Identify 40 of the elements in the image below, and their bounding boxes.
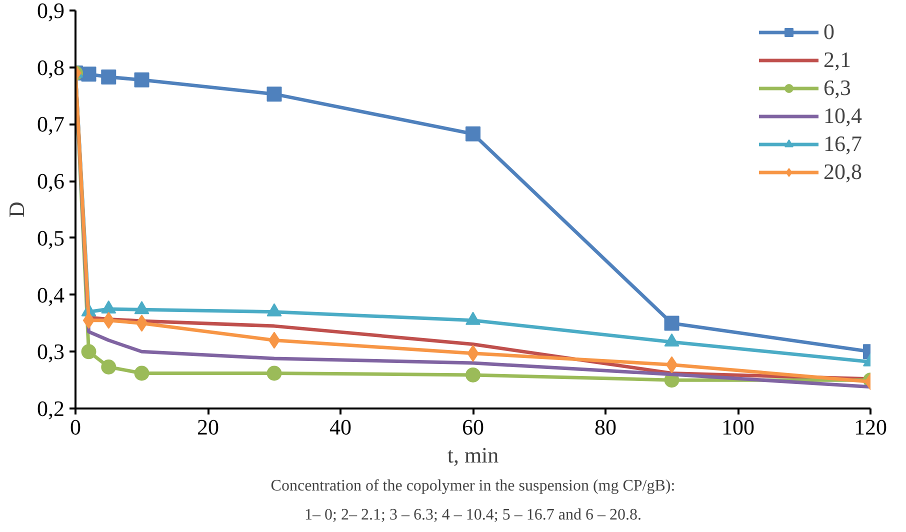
x-tick-label: 120 [854, 414, 887, 440]
legend-label: 6,3 [824, 74, 851, 102]
legend-label: 10,4 [824, 102, 862, 130]
point [466, 367, 480, 382]
point [101, 70, 116, 85]
point [136, 314, 148, 332]
legend-label: 0 [824, 18, 836, 46]
x-tick-label: 60 [462, 414, 484, 440]
x-tick-label: 20 [197, 414, 219, 440]
y-tick-label: 0,2 [37, 396, 64, 421]
y-tick-label: 0,7 [37, 112, 64, 137]
text: Concentration of the copolymer in the suspension (mg CP/gB): [270, 478, 676, 494]
point [101, 360, 116, 374]
point [664, 316, 680, 331]
y-tick-label: 0,8 [37, 54, 64, 80]
point [666, 356, 678, 374]
point [466, 126, 480, 142]
point [134, 72, 150, 88]
y-tick-label: 0,6 [37, 168, 64, 194]
legend-label: 2,1 [824, 46, 851, 74]
y-tick-label: 0,5 [37, 225, 64, 250]
text: 1– 0; 2– 2.1; 3 – 6.3; 4 – 10.4; 5 – 16.7 and 6 – 20.8. [304, 506, 642, 524]
point [82, 312, 95, 329]
x-tick-label: 100 [722, 414, 754, 440]
y-tick-label: 0,9 [37, 0, 64, 23]
point [266, 86, 282, 102]
point [134, 366, 150, 381]
point [81, 344, 96, 360]
point [266, 366, 282, 381]
x-tick-label: 40 [330, 414, 352, 440]
x-tick-label: 0 [70, 414, 81, 440]
y-axis-title: D [4, 202, 29, 218]
legend-label: 20,8 [824, 158, 862, 186]
y-tick-label: 0,4 [37, 282, 64, 308]
x-axis-title: t, min [447, 442, 499, 468]
legend-label: 16,7 [824, 130, 862, 158]
x-tick-label: 80 [594, 414, 616, 440]
y-tick-label: 0,3 [37, 339, 64, 364]
point [268, 332, 280, 349]
point [81, 66, 96, 82]
